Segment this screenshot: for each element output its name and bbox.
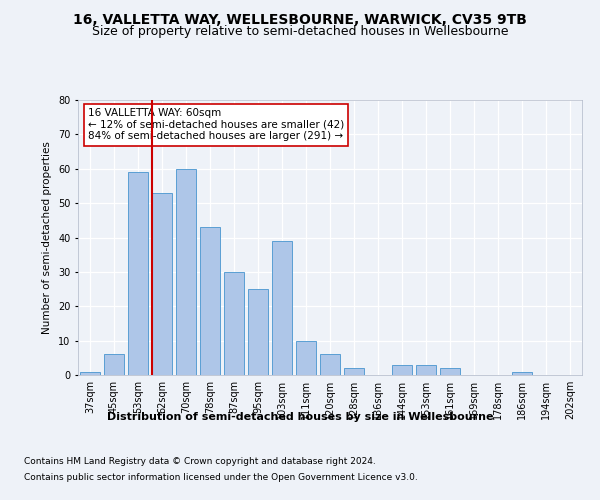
- Bar: [128, 172, 148, 375]
- Bar: [80, 372, 100, 375]
- Bar: [104, 354, 124, 375]
- Bar: [440, 368, 460, 375]
- Text: Contains HM Land Registry data © Crown copyright and database right 2024.: Contains HM Land Registry data © Crown c…: [24, 458, 376, 466]
- Bar: [344, 368, 364, 375]
- Bar: [512, 372, 532, 375]
- Bar: [296, 340, 316, 375]
- Bar: [200, 227, 220, 375]
- Bar: [392, 364, 412, 375]
- Bar: [152, 193, 172, 375]
- Text: Size of property relative to semi-detached houses in Wellesbourne: Size of property relative to semi-detach…: [92, 25, 508, 38]
- Y-axis label: Number of semi-detached properties: Number of semi-detached properties: [43, 141, 52, 334]
- Text: 16, VALLETTA WAY, WELLESBOURNE, WARWICK, CV35 9TB: 16, VALLETTA WAY, WELLESBOURNE, WARWICK,…: [73, 12, 527, 26]
- Bar: [272, 241, 292, 375]
- Bar: [224, 272, 244, 375]
- Text: Distribution of semi-detached houses by size in Wellesbourne: Distribution of semi-detached houses by …: [107, 412, 493, 422]
- Text: Contains public sector information licensed under the Open Government Licence v3: Contains public sector information licen…: [24, 472, 418, 482]
- Bar: [320, 354, 340, 375]
- Bar: [416, 364, 436, 375]
- Text: 16 VALLETTA WAY: 60sqm
← 12% of semi-detached houses are smaller (42)
84% of sem: 16 VALLETTA WAY: 60sqm ← 12% of semi-det…: [88, 108, 344, 142]
- Bar: [176, 169, 196, 375]
- Bar: [248, 289, 268, 375]
